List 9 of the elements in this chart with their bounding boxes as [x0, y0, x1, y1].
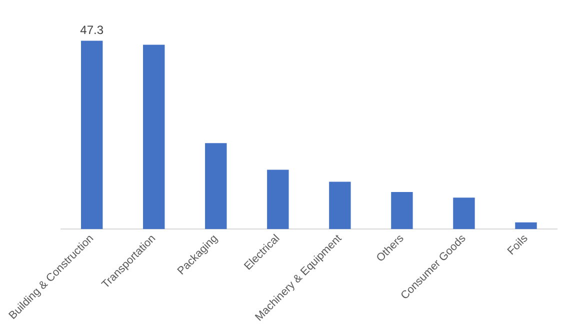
bar: [80, 40, 103, 230]
bar: [205, 143, 227, 230]
bar: [453, 198, 475, 230]
data-label: 47.3: [80, 23, 104, 38]
bar: [329, 182, 351, 230]
bar: [391, 192, 413, 230]
bar: [515, 222, 537, 230]
bar: [267, 170, 289, 230]
bar: [143, 44, 165, 230]
